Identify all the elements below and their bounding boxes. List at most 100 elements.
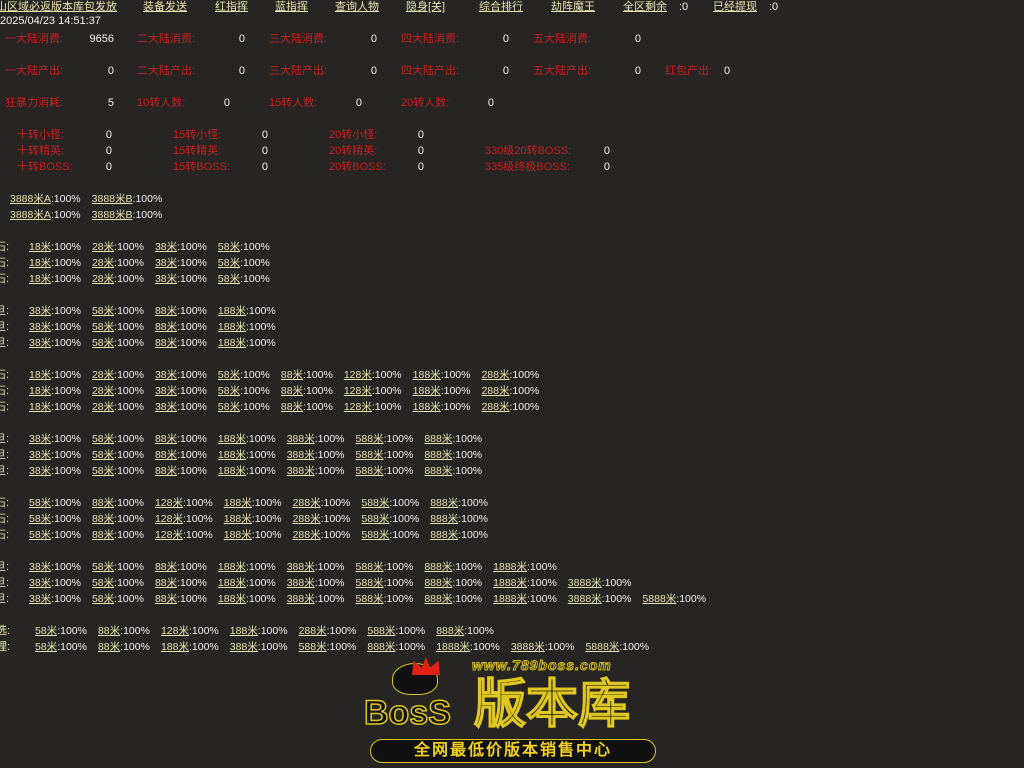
rate-link[interactable]: 588米: [298, 641, 327, 653]
rate-link[interactable]: 588米: [355, 465, 384, 477]
rate-link[interactable]: 588米: [361, 497, 390, 509]
nav-link[interactable]: 已经提现: [713, 1, 757, 13]
rate-link[interactable]: 88米: [91, 497, 115, 509]
rate-link[interactable]: 58米: [217, 401, 241, 413]
rate-link[interactable]: 588米: [355, 593, 384, 605]
rate-link[interactable]: 1888米: [493, 577, 528, 589]
rate-link[interactable]: 38米: [29, 449, 52, 461]
rate-link[interactable]: 128米: [343, 401, 372, 413]
rate-link[interactable]: 288米: [481, 401, 510, 413]
nav-link[interactable]: 蓝指挥: [275, 1, 308, 13]
rate-link[interactable]: 888米: [367, 641, 396, 653]
rate-link[interactable]: 28米: [91, 369, 115, 381]
rate-link[interactable]: 58米: [29, 497, 52, 509]
rate-link[interactable]: 58米: [91, 561, 115, 573]
rate-link[interactable]: 128米: [154, 497, 183, 509]
rate-link[interactable]: 588米: [355, 449, 384, 461]
rate-link[interactable]: 88米: [97, 641, 121, 653]
rate-link[interactable]: 58米: [217, 369, 241, 381]
rate-link[interactable]: 188米: [160, 641, 189, 653]
rate-link[interactable]: 28米: [91, 273, 115, 285]
rate-link[interactable]: 188米: [412, 385, 441, 397]
nav-link[interactable]: 全区剩余: [623, 1, 667, 13]
rate-link[interactable]: 3888米: [567, 593, 602, 605]
rate-link[interactable]: 288米: [292, 497, 321, 509]
rate-link[interactable]: 28米: [91, 241, 115, 253]
rate-link[interactable]: 88米: [154, 305, 178, 317]
nav-link[interactable]: 装备发送: [143, 1, 187, 13]
rate-link[interactable]: 58米: [91, 449, 115, 461]
rate-link[interactable]: 888米: [424, 433, 453, 445]
rate-link[interactable]: 588米: [355, 577, 384, 589]
rate-link[interactable]: 888米: [436, 625, 465, 637]
rate-link[interactable]: 28米: [91, 401, 115, 413]
rate-link[interactable]: 38米: [154, 257, 178, 269]
rate-link[interactable]: 288米: [481, 369, 510, 381]
rate-link[interactable]: 88米: [280, 385, 304, 397]
rate-link[interactable]: 288米: [292, 529, 321, 541]
rate-link[interactable]: 888米: [424, 449, 453, 461]
rate-link[interactable]: 188米: [217, 433, 246, 445]
rate-link[interactable]: 38米: [29, 305, 52, 317]
rate-link[interactable]: 588米: [361, 513, 390, 525]
rate-link[interactable]: 88米: [154, 593, 178, 605]
rate-link[interactable]: 38米: [29, 561, 52, 573]
rate-link[interactable]: 188米: [217, 449, 246, 461]
rate-link[interactable]: 188米: [217, 577, 246, 589]
rate-link[interactable]: 88米: [154, 433, 178, 445]
rate-link[interactable]: 28米: [91, 257, 115, 269]
rate-link[interactable]: 388米: [286, 593, 315, 605]
rate-link[interactable]: 38米: [154, 273, 178, 285]
rate-link[interactable]: 38米: [29, 593, 52, 605]
rate-link[interactable]: 5888米: [642, 593, 677, 605]
rate-link[interactable]: 58米: [91, 321, 115, 333]
rate-link[interactable]: 3888米B: [91, 209, 133, 221]
rate-link[interactable]: 188米: [223, 513, 252, 525]
rate-link[interactable]: 188米: [217, 305, 246, 317]
rate-link[interactable]: 188米: [412, 369, 441, 381]
rate-link[interactable]: 188米: [223, 529, 252, 541]
rate-link[interactable]: 288米: [298, 625, 327, 637]
rate-link[interactable]: 188米: [217, 561, 246, 573]
rate-link[interactable]: 18米: [29, 401, 52, 413]
rate-link[interactable]: 88米: [154, 561, 178, 573]
rate-link[interactable]: 128米: [343, 385, 372, 397]
rate-link[interactable]: 188米: [217, 337, 246, 349]
rate-link[interactable]: 188米: [217, 465, 246, 477]
rate-link[interactable]: 188米: [217, 593, 246, 605]
rate-link[interactable]: 388米: [229, 641, 258, 653]
rate-link[interactable]: 58米: [35, 641, 58, 653]
rate-link[interactable]: 58米: [91, 337, 115, 349]
rate-link[interactable]: 38米: [154, 369, 178, 381]
rate-link[interactable]: 3888米A: [10, 193, 51, 205]
rate-link[interactable]: 18米: [29, 369, 52, 381]
rate-link[interactable]: 188米: [229, 625, 258, 637]
rate-link[interactable]: 38米: [29, 337, 52, 349]
rate-link[interactable]: 88米: [91, 529, 115, 541]
rate-link[interactable]: 888米: [430, 513, 459, 525]
rate-link[interactable]: 3888米A: [10, 209, 51, 221]
rate-link[interactable]: 388米: [286, 433, 315, 445]
rate-link[interactable]: 38米: [154, 241, 178, 253]
rate-link[interactable]: 3888米: [510, 641, 545, 653]
rate-link[interactable]: 388米: [286, 561, 315, 573]
rate-link[interactable]: 88米: [154, 449, 178, 461]
rate-link[interactable]: 88米: [154, 577, 178, 589]
rate-link[interactable]: 888米: [424, 577, 453, 589]
nav-link[interactable]: 山区域必返版本库包发放: [0, 1, 117, 13]
rate-link[interactable]: 5888米: [585, 641, 620, 653]
rate-link[interactable]: 588米: [367, 625, 396, 637]
nav-link[interactable]: 隐身[关]: [406, 1, 446, 13]
rate-link[interactable]: 888米: [424, 561, 453, 573]
rate-link[interactable]: 58米: [91, 305, 115, 317]
rate-link[interactable]: 3888米: [567, 577, 602, 589]
rate-link[interactable]: 38米: [29, 321, 52, 333]
rate-link[interactable]: 1888米: [493, 561, 528, 573]
rate-link[interactable]: 18米: [29, 273, 52, 285]
rate-link[interactable]: 58米: [29, 529, 52, 541]
rate-link[interactable]: 18米: [29, 385, 52, 397]
rate-link[interactable]: 58米: [91, 433, 115, 445]
rate-link[interactable]: 38米: [29, 465, 52, 477]
rate-link[interactable]: 58米: [35, 625, 58, 637]
rate-link[interactable]: 888米: [430, 529, 459, 541]
